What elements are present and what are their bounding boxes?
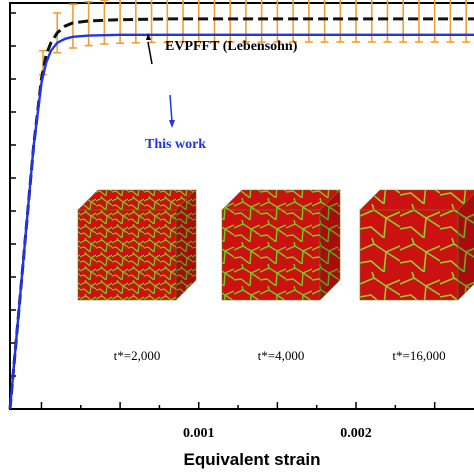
this-work-annotation: This work <box>145 137 206 152</box>
plot-frame <box>9 2 474 410</box>
y-axis-ticks <box>10 12 16 377</box>
cube-side-shade <box>458 194 474 300</box>
error-bar <box>84 1 93 47</box>
cube-front-face <box>221 209 321 301</box>
cube-front-face <box>359 209 459 301</box>
error-bar <box>68 3 77 49</box>
microstructure-cube <box>221 189 341 301</box>
evpfft-arrow-head <box>146 33 151 40</box>
inset-time-label: t*=16,000 <box>392 348 445 363</box>
x-tick-label: 0.001 <box>183 426 215 441</box>
inset-time-label: t*=2,000 <box>114 348 161 363</box>
x-axis-ticks: 0.001 0.002 <box>40 402 436 441</box>
microstructure-cube <box>77 189 197 301</box>
cube-top-face <box>359 189 474 211</box>
error-bar <box>116 0 125 45</box>
cube-front-face <box>77 209 177 301</box>
cube-top-face <box>77 189 197 211</box>
microstructure-insets: t*=2,000 t*=4,000 t*=16,000 <box>77 189 474 363</box>
x-tick-label: 0.002 <box>340 426 372 441</box>
this-work-arrow <box>169 94 173 123</box>
error-bar <box>131 0 140 44</box>
evpfft-arrow <box>147 41 153 65</box>
error-bars <box>39 0 471 76</box>
cube-side-shade <box>176 190 196 300</box>
this-work-arrow-head <box>169 120 175 128</box>
error-bar <box>100 0 109 45</box>
microstructure-cube <box>359 189 474 301</box>
x-axis-title: Equivalent strain <box>184 450 321 469</box>
cube-side-shade <box>320 190 340 300</box>
inset-time-label: t*=4,000 <box>258 348 305 363</box>
cube-top-face <box>221 189 341 211</box>
series-this-work-line <box>8 33 474 410</box>
evpfft-annotation: EVPFFT (Lebensohn) <box>165 39 298 54</box>
error-bar <box>163 0 172 44</box>
series-lines <box>8 17 474 410</box>
